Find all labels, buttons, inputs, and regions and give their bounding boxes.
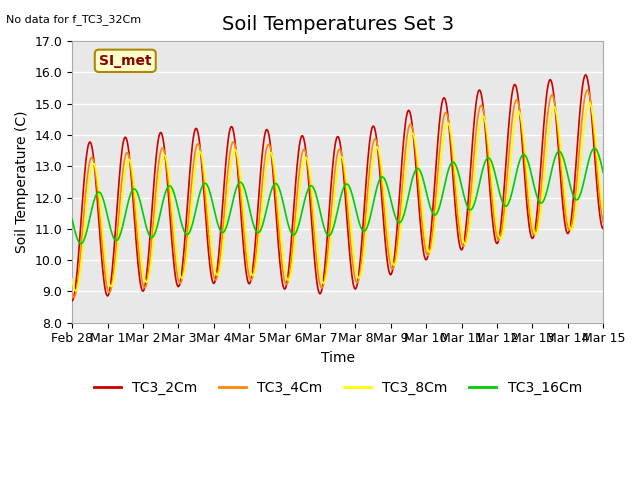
Text: No data for f_TC3_32Cm: No data for f_TC3_32Cm [6, 14, 141, 25]
Title: Soil Temperatures Set 3: Soil Temperatures Set 3 [221, 15, 454, 34]
Text: SI_met: SI_met [99, 54, 152, 68]
X-axis label: Time: Time [321, 351, 355, 365]
Legend: TC3_2Cm, TC3_4Cm, TC3_8Cm, TC3_16Cm: TC3_2Cm, TC3_4Cm, TC3_8Cm, TC3_16Cm [88, 375, 588, 400]
Y-axis label: Soil Temperature (C): Soil Temperature (C) [15, 110, 29, 253]
